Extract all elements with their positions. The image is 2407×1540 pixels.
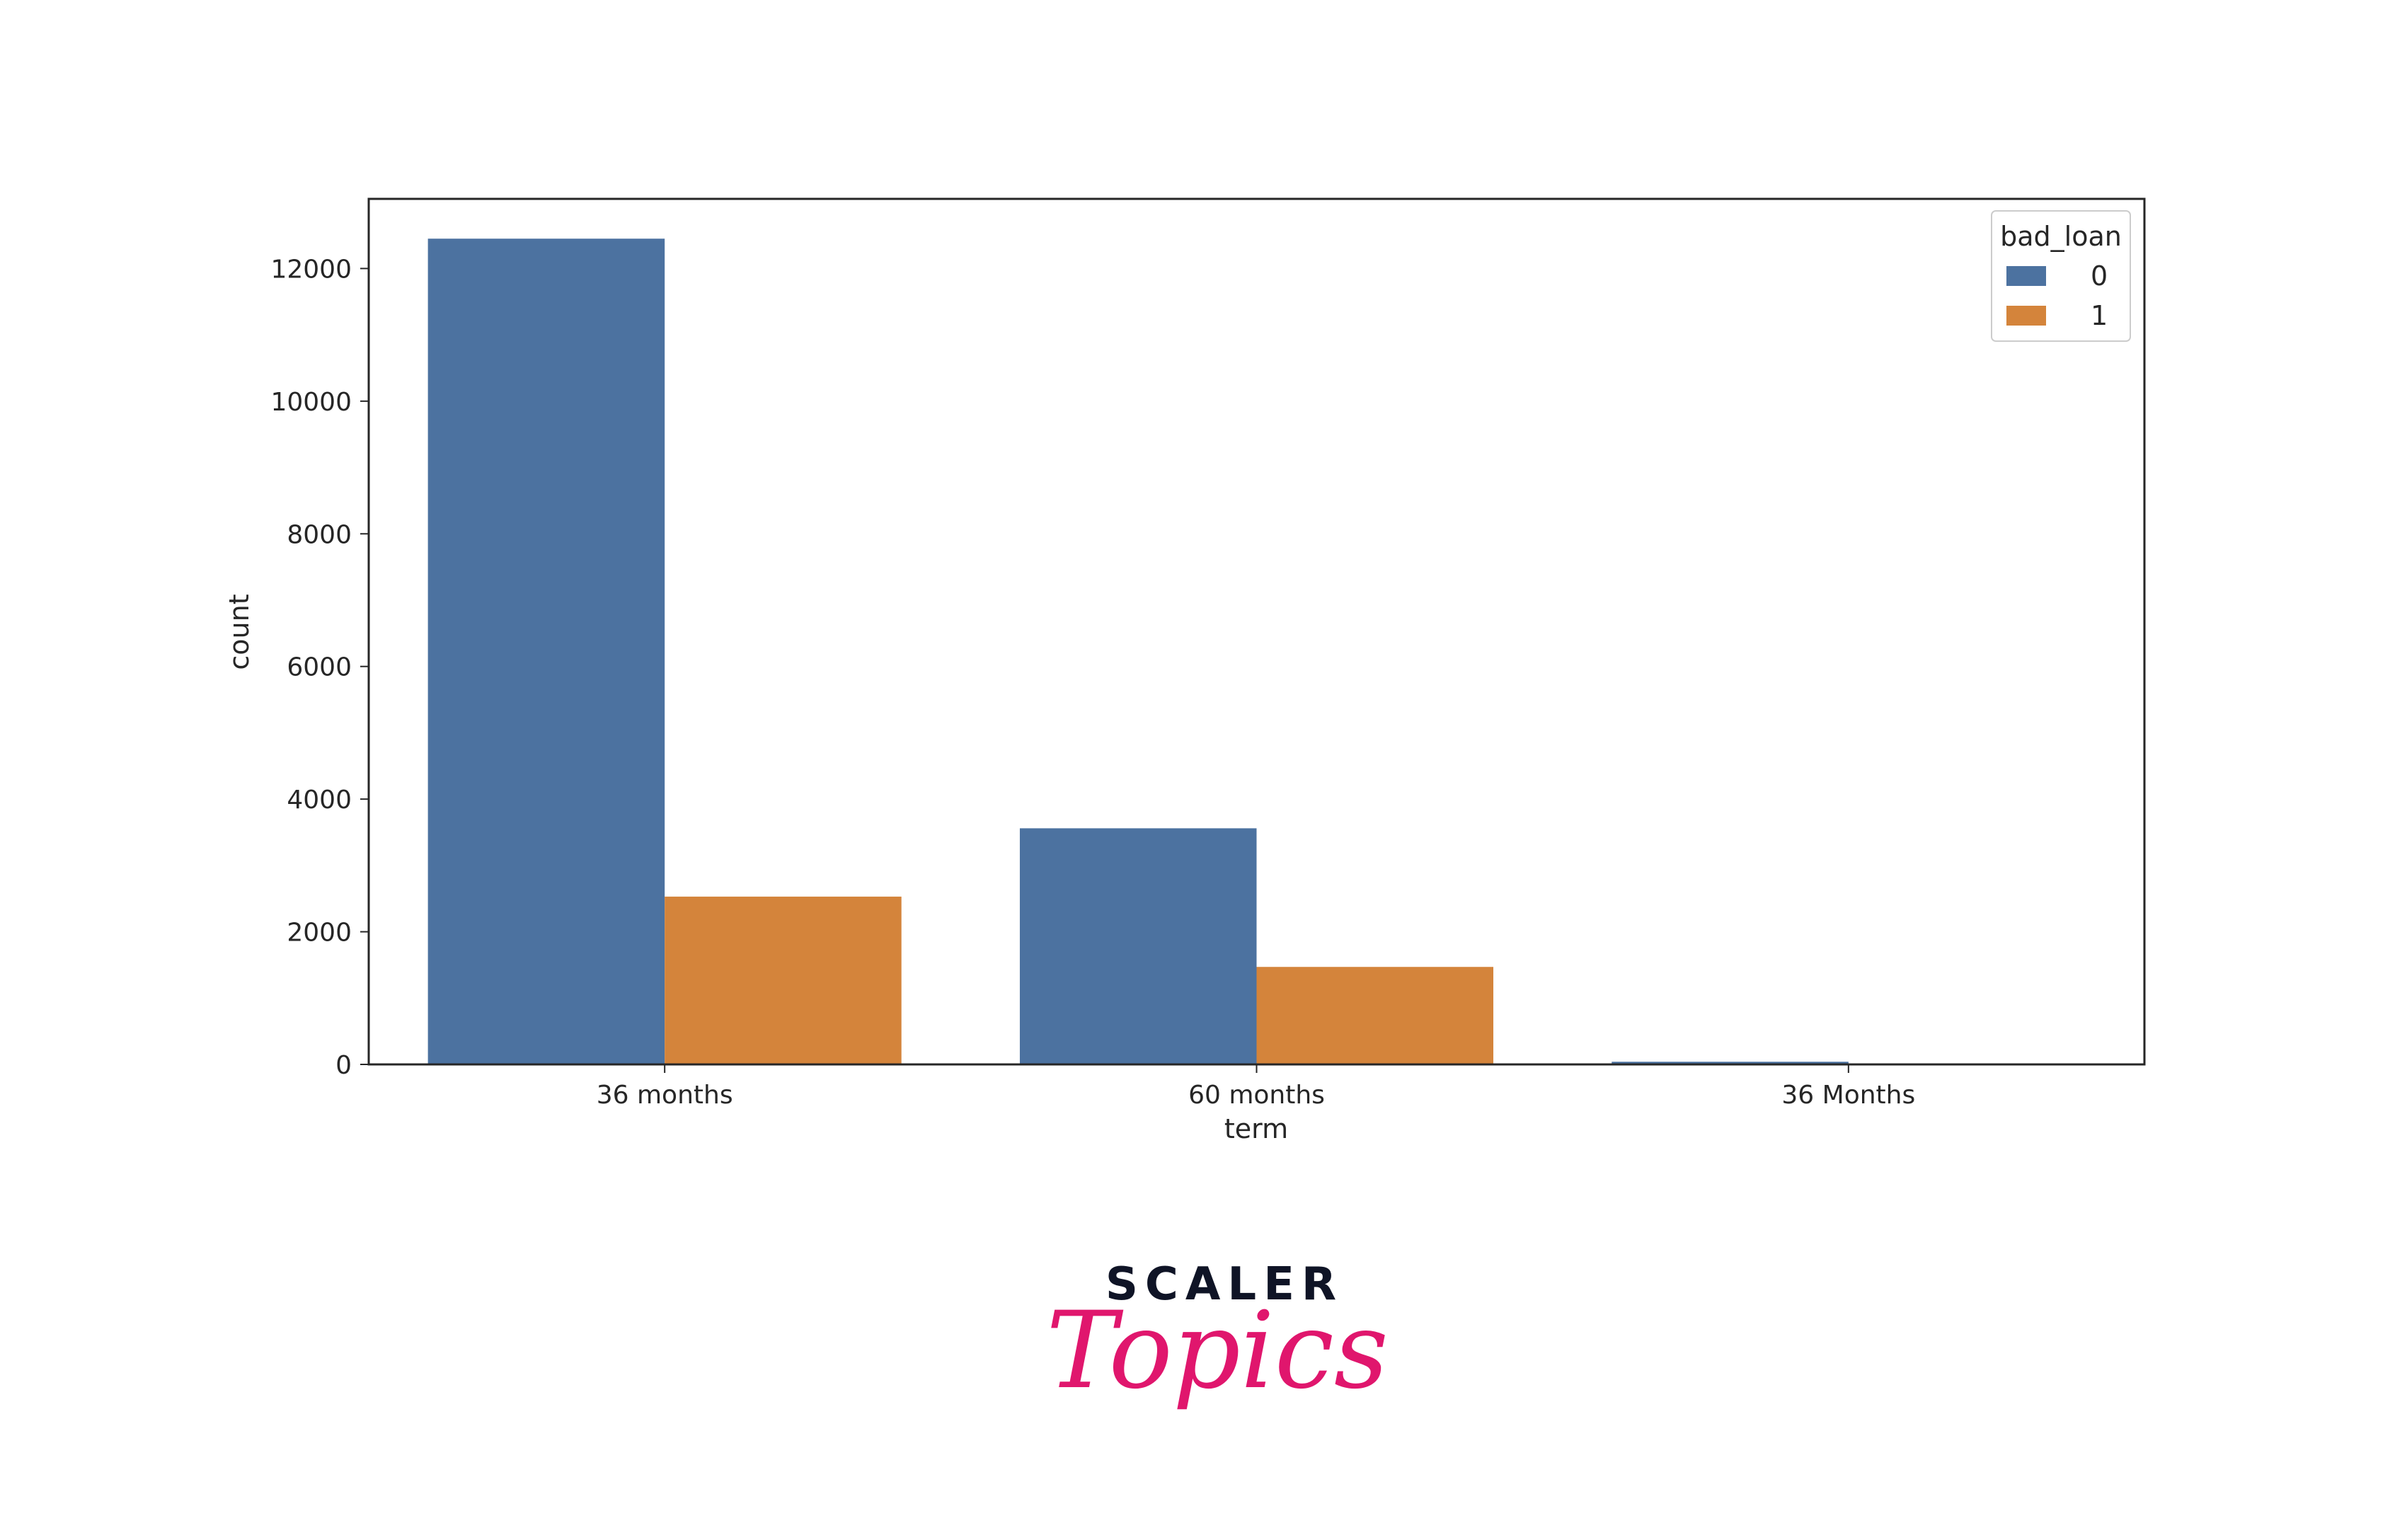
y-tick-label: 6000 xyxy=(287,653,352,682)
y-axis: 0 2000 4000 6000 8000 10000 12000 xyxy=(270,255,369,1080)
legend-swatch-1 xyxy=(2006,306,2046,326)
brand-scaler-text: SCALER xyxy=(1105,1258,1343,1311)
x-tick-label: 36 Months xyxy=(1781,1081,1915,1110)
bar-2-series-1 xyxy=(1256,967,1494,1064)
legend-title: bad_loan xyxy=(2000,221,2122,252)
brand-topics-text: Topics xyxy=(1046,1289,1389,1413)
x-axis: 36 months 60 months 36 Months xyxy=(597,1064,1915,1110)
y-tick-label: 10000 xyxy=(270,388,352,417)
bar-3-series-0 xyxy=(1612,1062,1849,1064)
legend-label-0: 0 xyxy=(2091,260,2108,292)
bar-2-series-0 xyxy=(1019,828,1257,1064)
x-axis-label: term xyxy=(1224,1113,1288,1144)
y-tick-label: 8000 xyxy=(287,520,352,549)
y-axis-label: count xyxy=(224,594,255,670)
bar-1-series-1 xyxy=(665,896,902,1064)
bars-layer xyxy=(427,239,1849,1065)
y-tick-label: 2000 xyxy=(287,919,352,948)
y-tick-label: 4000 xyxy=(287,786,352,815)
x-tick-label: 36 months xyxy=(597,1081,733,1110)
y-tick-label: 12000 xyxy=(270,255,352,284)
brand-logo: SCALER Topics xyxy=(1046,1258,1389,1413)
legend-swatch-0 xyxy=(2006,266,2046,286)
legend: bad_loan 0 1 xyxy=(1991,210,2131,342)
legend-label-1: 1 xyxy=(2091,300,2108,331)
y-tick-label: 0 xyxy=(335,1051,352,1080)
bar-1-series-0 xyxy=(427,239,665,1065)
x-tick-label: 60 months xyxy=(1188,1081,1325,1110)
